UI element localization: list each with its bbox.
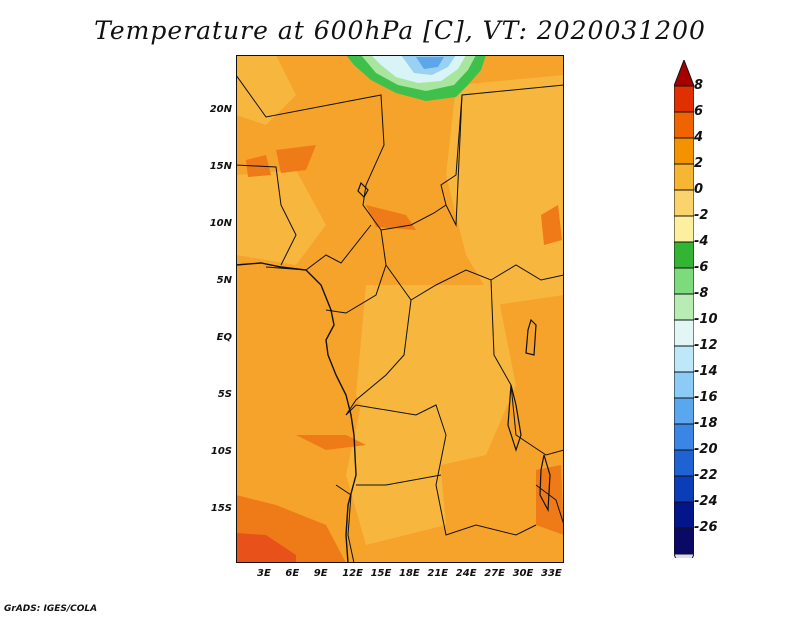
colorbar-tick-label: -26: [694, 520, 718, 535]
colorbar-tick-label: 6: [694, 104, 704, 119]
pale-zone: [236, 55, 296, 125]
lake-tanganyika: [507, 384, 522, 452]
coastline: [236, 262, 357, 563]
colorbar-tick-label: -4: [694, 234, 709, 249]
pale-zone: [346, 405, 446, 545]
colorbar-swatch: [674, 163, 694, 191]
colorbar-swatch: [674, 319, 694, 347]
colorbar-swatch: [674, 137, 694, 165]
lat-label: 5N: [216, 275, 232, 286]
hot-zone: [276, 145, 316, 173]
temperature-field: [236, 55, 564, 563]
colorbar-tick-label: -14: [694, 364, 718, 379]
coast-line: [236, 262, 357, 563]
hot-zone: [536, 465, 564, 535]
colorbar-arrow-top: [674, 60, 694, 87]
colorbar: [674, 60, 694, 558]
lon-label: 33E: [541, 568, 562, 579]
lat-label: 20N: [209, 104, 232, 115]
colorbar-tick-label: -10: [694, 312, 718, 327]
lat-label: 15S: [210, 503, 232, 514]
lat-label: 15N: [209, 161, 232, 172]
colorbar-swatch: [674, 189, 694, 217]
colorbar-swatch: [674, 293, 694, 321]
colorbar-swatch: [674, 501, 694, 529]
border-line: [345, 404, 537, 536]
colorbar-arrow-bottom: [674, 553, 694, 558]
lon-label: 24E: [455, 568, 477, 579]
hot-zone: [366, 205, 416, 230]
colorbar-swatch: [674, 449, 694, 477]
lon-label: 18E: [399, 568, 420, 579]
colorbar-tick-label: -8: [694, 286, 709, 301]
colorbar-tick-label: -16: [694, 390, 718, 405]
map-title: Temperature at 600hPa [C], VT: 202003120…: [94, 16, 706, 45]
lon-label: 9E: [313, 568, 328, 579]
colorbar-swatch: [674, 85, 694, 113]
colorbar-swatch: [674, 423, 694, 451]
hot-zone: [541, 205, 562, 245]
hot-zone: [296, 435, 366, 450]
colorbar-tick-label: -2: [694, 208, 709, 223]
colorbar-swatch: [674, 475, 694, 503]
colorbar-swatch: [674, 111, 694, 139]
cold-blue-zone: [416, 57, 444, 69]
colorbar-tick-label: -22: [694, 468, 718, 483]
colorbar-tick-label: 8: [694, 78, 704, 93]
lon-label: 15E: [370, 568, 392, 579]
lon-label: 21E: [427, 568, 449, 579]
country-borders: [236, 74, 564, 563]
pale-zone: [236, 170, 326, 265]
colorbar-swatch: [674, 267, 694, 295]
border-line: [385, 264, 564, 301]
lon-label: 12E: [342, 568, 363, 579]
lakes: [357, 181, 551, 513]
border-line: [236, 164, 297, 266]
temperature-map: [236, 55, 564, 563]
colorbar-tick-label: -6: [694, 260, 709, 275]
border-line: [345, 299, 412, 416]
colorbar-swatch: [674, 527, 694, 555]
lake-malawi: [539, 454, 551, 513]
border-line: [325, 229, 387, 314]
lon-label: 6E: [285, 568, 300, 579]
lat-label: 10S: [210, 446, 232, 457]
lat-label: 10N: [209, 218, 232, 229]
colorbar-tick-label: 0: [694, 182, 704, 197]
colorbar-tick-label: -20: [694, 442, 718, 457]
lon-label: 3E: [257, 568, 271, 579]
colorbar-swatch: [674, 397, 694, 425]
colorbar-tick-label: -12: [694, 338, 718, 353]
lake-chad: [357, 181, 369, 198]
map-frame: [236, 55, 564, 563]
pale-zone: [446, 75, 564, 305]
lat-label: EQ: [216, 332, 232, 343]
border-line: [335, 484, 355, 563]
border-line: [440, 94, 463, 206]
colorbar-tick-label: -18: [694, 416, 718, 431]
hotter-zone: [236, 533, 296, 563]
lat-label: 5S: [217, 389, 232, 400]
colorbar-tick-label: -24: [694, 494, 718, 509]
border-line: [490, 279, 564, 456]
colorbar-tick-label: 2: [694, 156, 704, 171]
grads-credit: GrADS: IGES/COLA: [4, 604, 98, 614]
lake-victoria: [525, 318, 537, 356]
border-line: [535, 484, 564, 526]
colorbar-swatch: [674, 371, 694, 399]
colorbar-swatch: [674, 345, 694, 373]
colorbar-swatch: [674, 215, 694, 243]
lon-label: 27E: [484, 568, 505, 579]
lon-label: 30E: [512, 568, 534, 579]
colorbar-tick-label: 4: [694, 130, 704, 145]
colorbar-swatch: [674, 241, 694, 269]
border-line: [356, 474, 442, 486]
